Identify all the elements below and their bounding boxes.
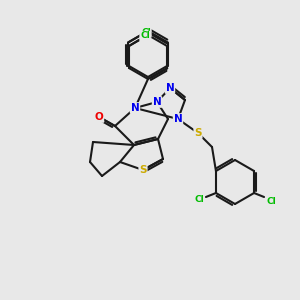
Text: S: S [194, 128, 202, 138]
Text: N: N [130, 103, 140, 113]
Text: Cl: Cl [141, 28, 151, 37]
Text: Cl: Cl [140, 32, 150, 40]
Text: N: N [166, 83, 174, 93]
Text: O: O [94, 112, 103, 122]
Text: N: N [153, 97, 161, 107]
Text: S: S [139, 165, 147, 175]
Text: Cl: Cl [194, 196, 204, 205]
Text: N: N [174, 114, 182, 124]
Text: Cl: Cl [266, 196, 276, 206]
